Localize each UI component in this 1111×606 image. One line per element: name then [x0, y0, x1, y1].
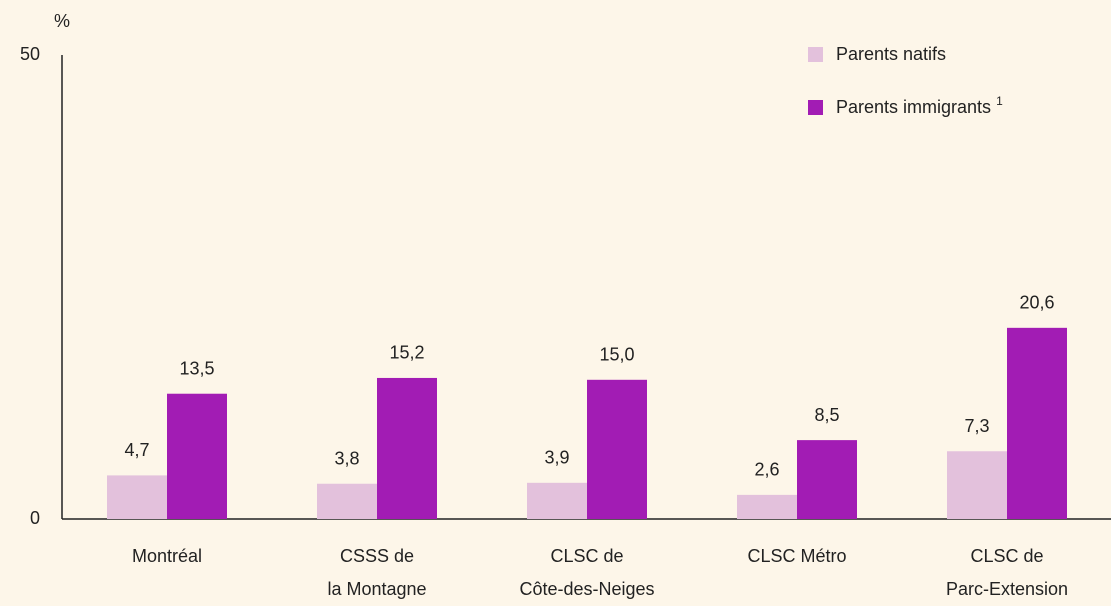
bar	[527, 482, 587, 519]
x-tick-label: CSSS de	[340, 546, 414, 566]
x-tick-label: Montréal	[132, 546, 202, 566]
bar	[1007, 327, 1067, 519]
bar	[317, 483, 377, 519]
y-axis-label: %	[54, 11, 70, 31]
legend-text: Parents natifs	[836, 44, 946, 64]
x-tick-label: Côte-des-Neiges	[519, 579, 654, 599]
x-tick-label: CLSC Métro	[747, 546, 846, 566]
value-label: 8,5	[814, 405, 839, 425]
bar	[377, 377, 437, 519]
y-tick-label: 0	[30, 508, 40, 528]
bar	[797, 440, 857, 519]
value-label: 20,6	[1019, 293, 1054, 313]
bar	[167, 393, 227, 519]
y-tick-label: 50	[20, 44, 40, 64]
legend-label: Parents immigrants 1	[836, 94, 1003, 117]
x-tick-label: la Montagne	[327, 579, 426, 599]
value-label: 15,2	[389, 343, 424, 363]
bar	[587, 379, 647, 519]
value-label: 3,9	[544, 448, 569, 468]
x-tick-label: CLSC de	[970, 546, 1043, 566]
legend-label: Parents natifs	[836, 44, 946, 64]
x-tick-label: CLSC de	[550, 546, 623, 566]
value-label: 7,3	[964, 416, 989, 436]
value-label: 2,6	[754, 460, 779, 480]
value-label: 4,7	[124, 440, 149, 460]
legend-text: Parents immigrants	[836, 97, 991, 117]
bar	[737, 494, 797, 519]
legend-swatch	[808, 47, 823, 62]
value-label: 13,5	[179, 358, 214, 378]
bar	[947, 451, 1007, 519]
bar	[107, 475, 167, 519]
value-label: 3,8	[334, 448, 359, 468]
legend-swatch	[808, 100, 823, 115]
legend-footnote: 1	[996, 94, 1003, 108]
x-tick-label: Parc-Extension	[946, 579, 1068, 599]
value-label: 15,0	[599, 345, 634, 365]
